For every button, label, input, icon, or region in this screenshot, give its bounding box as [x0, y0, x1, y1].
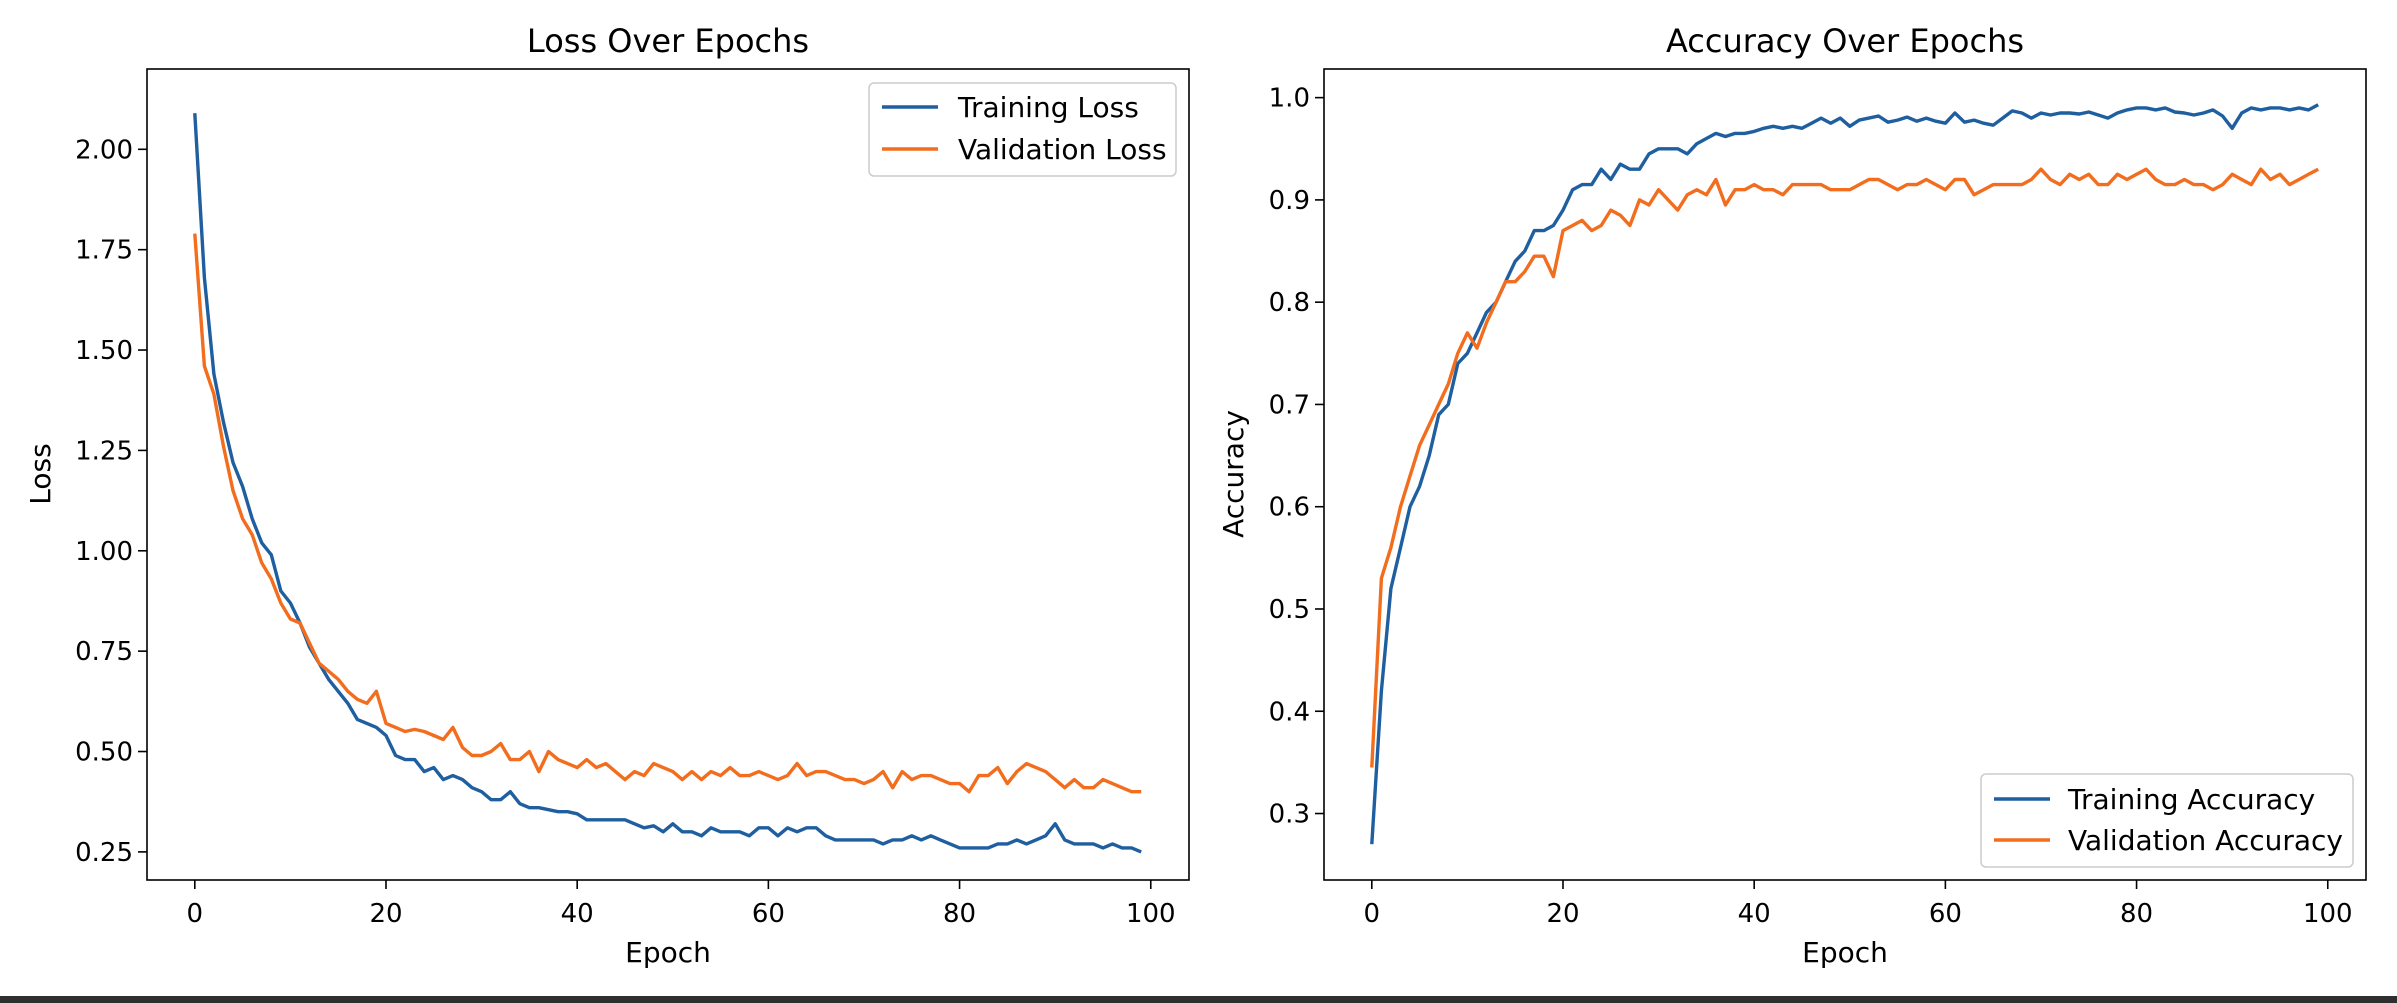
loss-x-tick-label: 80 — [943, 899, 976, 929]
accuracy-y-axis-label: Accuracy — [1217, 410, 1250, 538]
legend-label-validation-loss: Validation Loss — [958, 133, 1167, 166]
accuracy-x-tick-label: 20 — [1546, 899, 1579, 929]
loss-x-ticks: 0 20 40 60 80 100 — [187, 880, 1176, 929]
legend-label-validation-accuracy: Validation Accuracy — [2068, 824, 2343, 857]
loss-y-axis-label: Loss — [24, 443, 57, 504]
accuracy-x-tick-label: 60 — [1929, 899, 1962, 929]
loss-y-tick-label: 0.25 — [75, 838, 133, 868]
accuracy-y-tick-label: 0.8 — [1269, 288, 1310, 318]
loss-chart-title: Loss Over Epochs — [527, 22, 809, 60]
loss-y-ticks: 0.25 0.50 0.75 1.00 1.25 1.50 1.75 2.00 — [75, 135, 147, 868]
accuracy-x-tick-label: 40 — [1738, 899, 1771, 929]
accuracy-chart: Accuracy Over Epochs 0.30.40.50.60.70.80… — [1217, 22, 2367, 969]
window-bottom-edge — [0, 996, 2397, 1003]
loss-y-tick-label: 0.50 — [75, 738, 133, 768]
loss-legend-box — [868, 82, 1177, 177]
legend-label-training-loss: Training Loss — [957, 91, 1139, 124]
legend-label-training-accuracy: Training Accuracy — [2067, 783, 2315, 816]
accuracy-x-tick-label: 80 — [2120, 899, 2153, 929]
loss-y-tick-label: 2.00 — [75, 135, 133, 165]
accuracy-x-tick-label: 100 — [2303, 899, 2353, 929]
loss-chart: Loss Over Epochs 0.25 0.50 0.75 1.00 1.25 1.5… — [24, 22, 1190, 969]
loss-x-tick-label: 0 — [187, 899, 204, 929]
accuracy-y-tick-label: 0.6 — [1269, 493, 1310, 523]
accuracy-plot-area — [1323, 68, 2367, 881]
accuracy-y-tick-label: 0.5 — [1269, 595, 1310, 625]
validation-loss-line — [193, 233, 1142, 794]
validation-accuracy-line — [1370, 167, 2319, 768]
loss-y-tick-label: 1.50 — [75, 336, 133, 366]
accuracy-y-tick-label: 1.0 — [1269, 84, 1310, 114]
loss-x-tick-label: 40 — [561, 899, 594, 929]
accuracy-y-tick-label: 0.7 — [1269, 390, 1310, 420]
loss-legend: Training Loss Validation Loss — [868, 82, 1177, 177]
accuracy-y-tick-label: 0.3 — [1269, 800, 1310, 830]
accuracy-y-tick-label: 0.9 — [1269, 186, 1310, 216]
loss-y-tick-label: 1.00 — [75, 537, 133, 567]
loss-x-tick-label: 100 — [1126, 899, 1176, 929]
loss-x-axis-label: Epoch — [625, 936, 711, 969]
accuracy-y-tick-label: 0.4 — [1269, 697, 1310, 727]
training-loss-line — [193, 113, 1142, 854]
accuracy-x-tick-label: 0 — [1364, 899, 1381, 929]
accuracy-x-ticks: 0 20 40 60 80 100 — [1364, 880, 2353, 929]
accuracy-series — [1370, 103, 2319, 845]
accuracy-chart-title: Accuracy Over Epochs — [1666, 22, 2024, 60]
loss-y-tick-label: 1.25 — [75, 436, 133, 466]
loss-y-tick-label: 1.75 — [75, 236, 133, 266]
accuracy-legend-box — [1980, 773, 2354, 868]
accuracy-y-ticks: 0.3 0.4 0.5 0.6 0.7 0.8 0.9 1.0 — [1269, 84, 1324, 830]
loss-x-tick-label: 60 — [752, 899, 785, 929]
training-accuracy-line — [1370, 103, 2319, 845]
loss-x-tick-label: 20 — [369, 899, 402, 929]
accuracy-legend: Training Accuracy Validation Accuracy — [1980, 773, 2354, 868]
loss-series — [193, 113, 1142, 854]
accuracy-x-axis-label: Epoch — [1802, 936, 1888, 969]
loss-plot-area — [146, 68, 1190, 881]
loss-y-tick-label: 0.75 — [75, 637, 133, 667]
